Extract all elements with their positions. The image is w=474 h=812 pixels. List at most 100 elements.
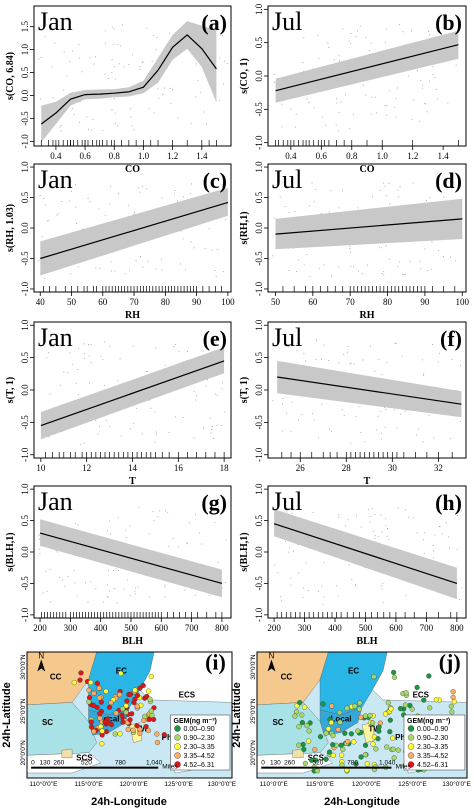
residual-point xyxy=(413,517,415,519)
x-tick-label: 400 xyxy=(328,623,342,633)
residual-point xyxy=(180,263,181,265)
trajectory-point xyxy=(339,752,345,758)
legend-label: 4.52–6.31 xyxy=(184,762,215,769)
residual-point xyxy=(114,270,116,272)
trajectory-point xyxy=(143,724,149,730)
residual-point xyxy=(142,62,144,63)
residual-point xyxy=(291,401,293,403)
y-tick-label: -1.0 xyxy=(254,281,264,296)
trajectory-point xyxy=(367,712,373,719)
panel-a: 0.4 0.6 0.8 1.0 1.2 1.4 -1.0 -0.5 0.0 0.5 1.0 1.5 CO… xyxy=(5,5,232,175)
trajectory-point xyxy=(99,728,105,734)
trajectory-point xyxy=(108,700,114,706)
residual-point xyxy=(72,108,73,110)
residual-point xyxy=(395,342,397,344)
residual-point xyxy=(155,431,157,433)
residual-point xyxy=(221,185,223,187)
residual-point xyxy=(75,184,77,186)
residual-point xyxy=(98,208,100,210)
lon-tick: 110°0'0"E xyxy=(260,780,289,788)
residual-point xyxy=(350,443,352,445)
residual-point xyxy=(355,585,357,587)
residual-point xyxy=(67,372,69,374)
residual-point xyxy=(321,585,323,587)
trajectory-point xyxy=(342,730,348,736)
residual-point xyxy=(106,596,108,597)
trajectory-point xyxy=(301,746,307,752)
panel-f: 26 28 30 32 -1.0 -0.5 0.0 0.5 1.0 Ts(T, 1) Jul (f) xyxy=(239,319,467,487)
residual-point xyxy=(108,569,109,571)
label-local: Local xyxy=(331,714,352,723)
trajectory-point xyxy=(125,727,131,733)
trajectory-point xyxy=(123,709,129,715)
trajectory-point xyxy=(86,695,93,701)
trajectory-point xyxy=(387,729,393,735)
trajectory-point xyxy=(362,742,369,748)
residual-point xyxy=(142,186,144,187)
residual-point xyxy=(432,66,434,68)
residual-point xyxy=(114,112,116,114)
residual-point xyxy=(438,352,440,354)
x-tick-label: 70 xyxy=(130,297,140,307)
residual-point xyxy=(128,64,130,65)
residual-point xyxy=(347,346,349,347)
residual-point xyxy=(131,125,133,127)
lon-tick: 125°0'0"E xyxy=(164,780,193,788)
trajectory-point xyxy=(320,701,326,707)
residual-point xyxy=(423,374,424,376)
residual-point xyxy=(130,108,131,110)
residual-point xyxy=(386,195,388,197)
trajectory-point xyxy=(131,699,137,706)
residual-point xyxy=(112,43,114,45)
month-label: Jul xyxy=(272,323,302,352)
scale-label: 520 xyxy=(312,760,323,767)
residual-point xyxy=(110,533,111,535)
residual-point xyxy=(44,36,46,38)
residual-point xyxy=(282,398,284,399)
residual-point xyxy=(460,510,462,512)
y-tick-label: -0.5 xyxy=(254,576,264,591)
residual-point xyxy=(378,246,380,248)
residual-point xyxy=(399,261,401,263)
residual-point xyxy=(362,85,364,86)
residual-point xyxy=(210,432,212,434)
trajectory-point xyxy=(293,709,300,715)
residual-point xyxy=(212,425,213,427)
residual-point xyxy=(193,247,195,249)
residual-point xyxy=(438,250,439,251)
residual-point xyxy=(382,602,384,604)
panel-g: 200 300 400 500 600 700 800 -1.0 -0.5 0.0 0.5 1.0 BL… xyxy=(5,483,232,647)
residual-point xyxy=(139,66,141,68)
residual-point xyxy=(432,545,434,546)
residual-point xyxy=(219,100,220,102)
residual-point xyxy=(380,411,382,412)
residual-point xyxy=(214,522,216,523)
residual-point xyxy=(46,590,48,592)
label-sc: SC xyxy=(272,718,283,727)
smooth-line xyxy=(40,360,225,427)
residual-point xyxy=(449,547,450,549)
x-tick-label: 500 xyxy=(124,623,138,633)
residual-point xyxy=(57,551,58,553)
map-y-title: 24h-Latitude xyxy=(231,682,243,747)
residual-point xyxy=(79,121,80,123)
x-tick-label: 300 xyxy=(64,623,78,633)
lat-tick: 25°0'0"N xyxy=(249,698,257,724)
residual-point xyxy=(367,264,368,266)
residual-point xyxy=(343,415,345,417)
residual-point xyxy=(416,434,417,436)
trajectory-point xyxy=(78,670,84,676)
residual-point xyxy=(455,64,457,66)
legend-label: 3.35–4.52 xyxy=(417,753,448,760)
confidence-band xyxy=(274,509,457,600)
residual-point xyxy=(369,516,371,517)
legend-box xyxy=(403,714,466,771)
residual-point xyxy=(423,539,424,541)
trajectory-point xyxy=(391,669,397,675)
residual-point xyxy=(405,595,407,596)
residual-point xyxy=(211,429,213,430)
trajectory-point xyxy=(382,711,389,717)
residual-point xyxy=(343,353,345,355)
residual-point xyxy=(321,358,322,360)
residual-point xyxy=(405,273,406,275)
